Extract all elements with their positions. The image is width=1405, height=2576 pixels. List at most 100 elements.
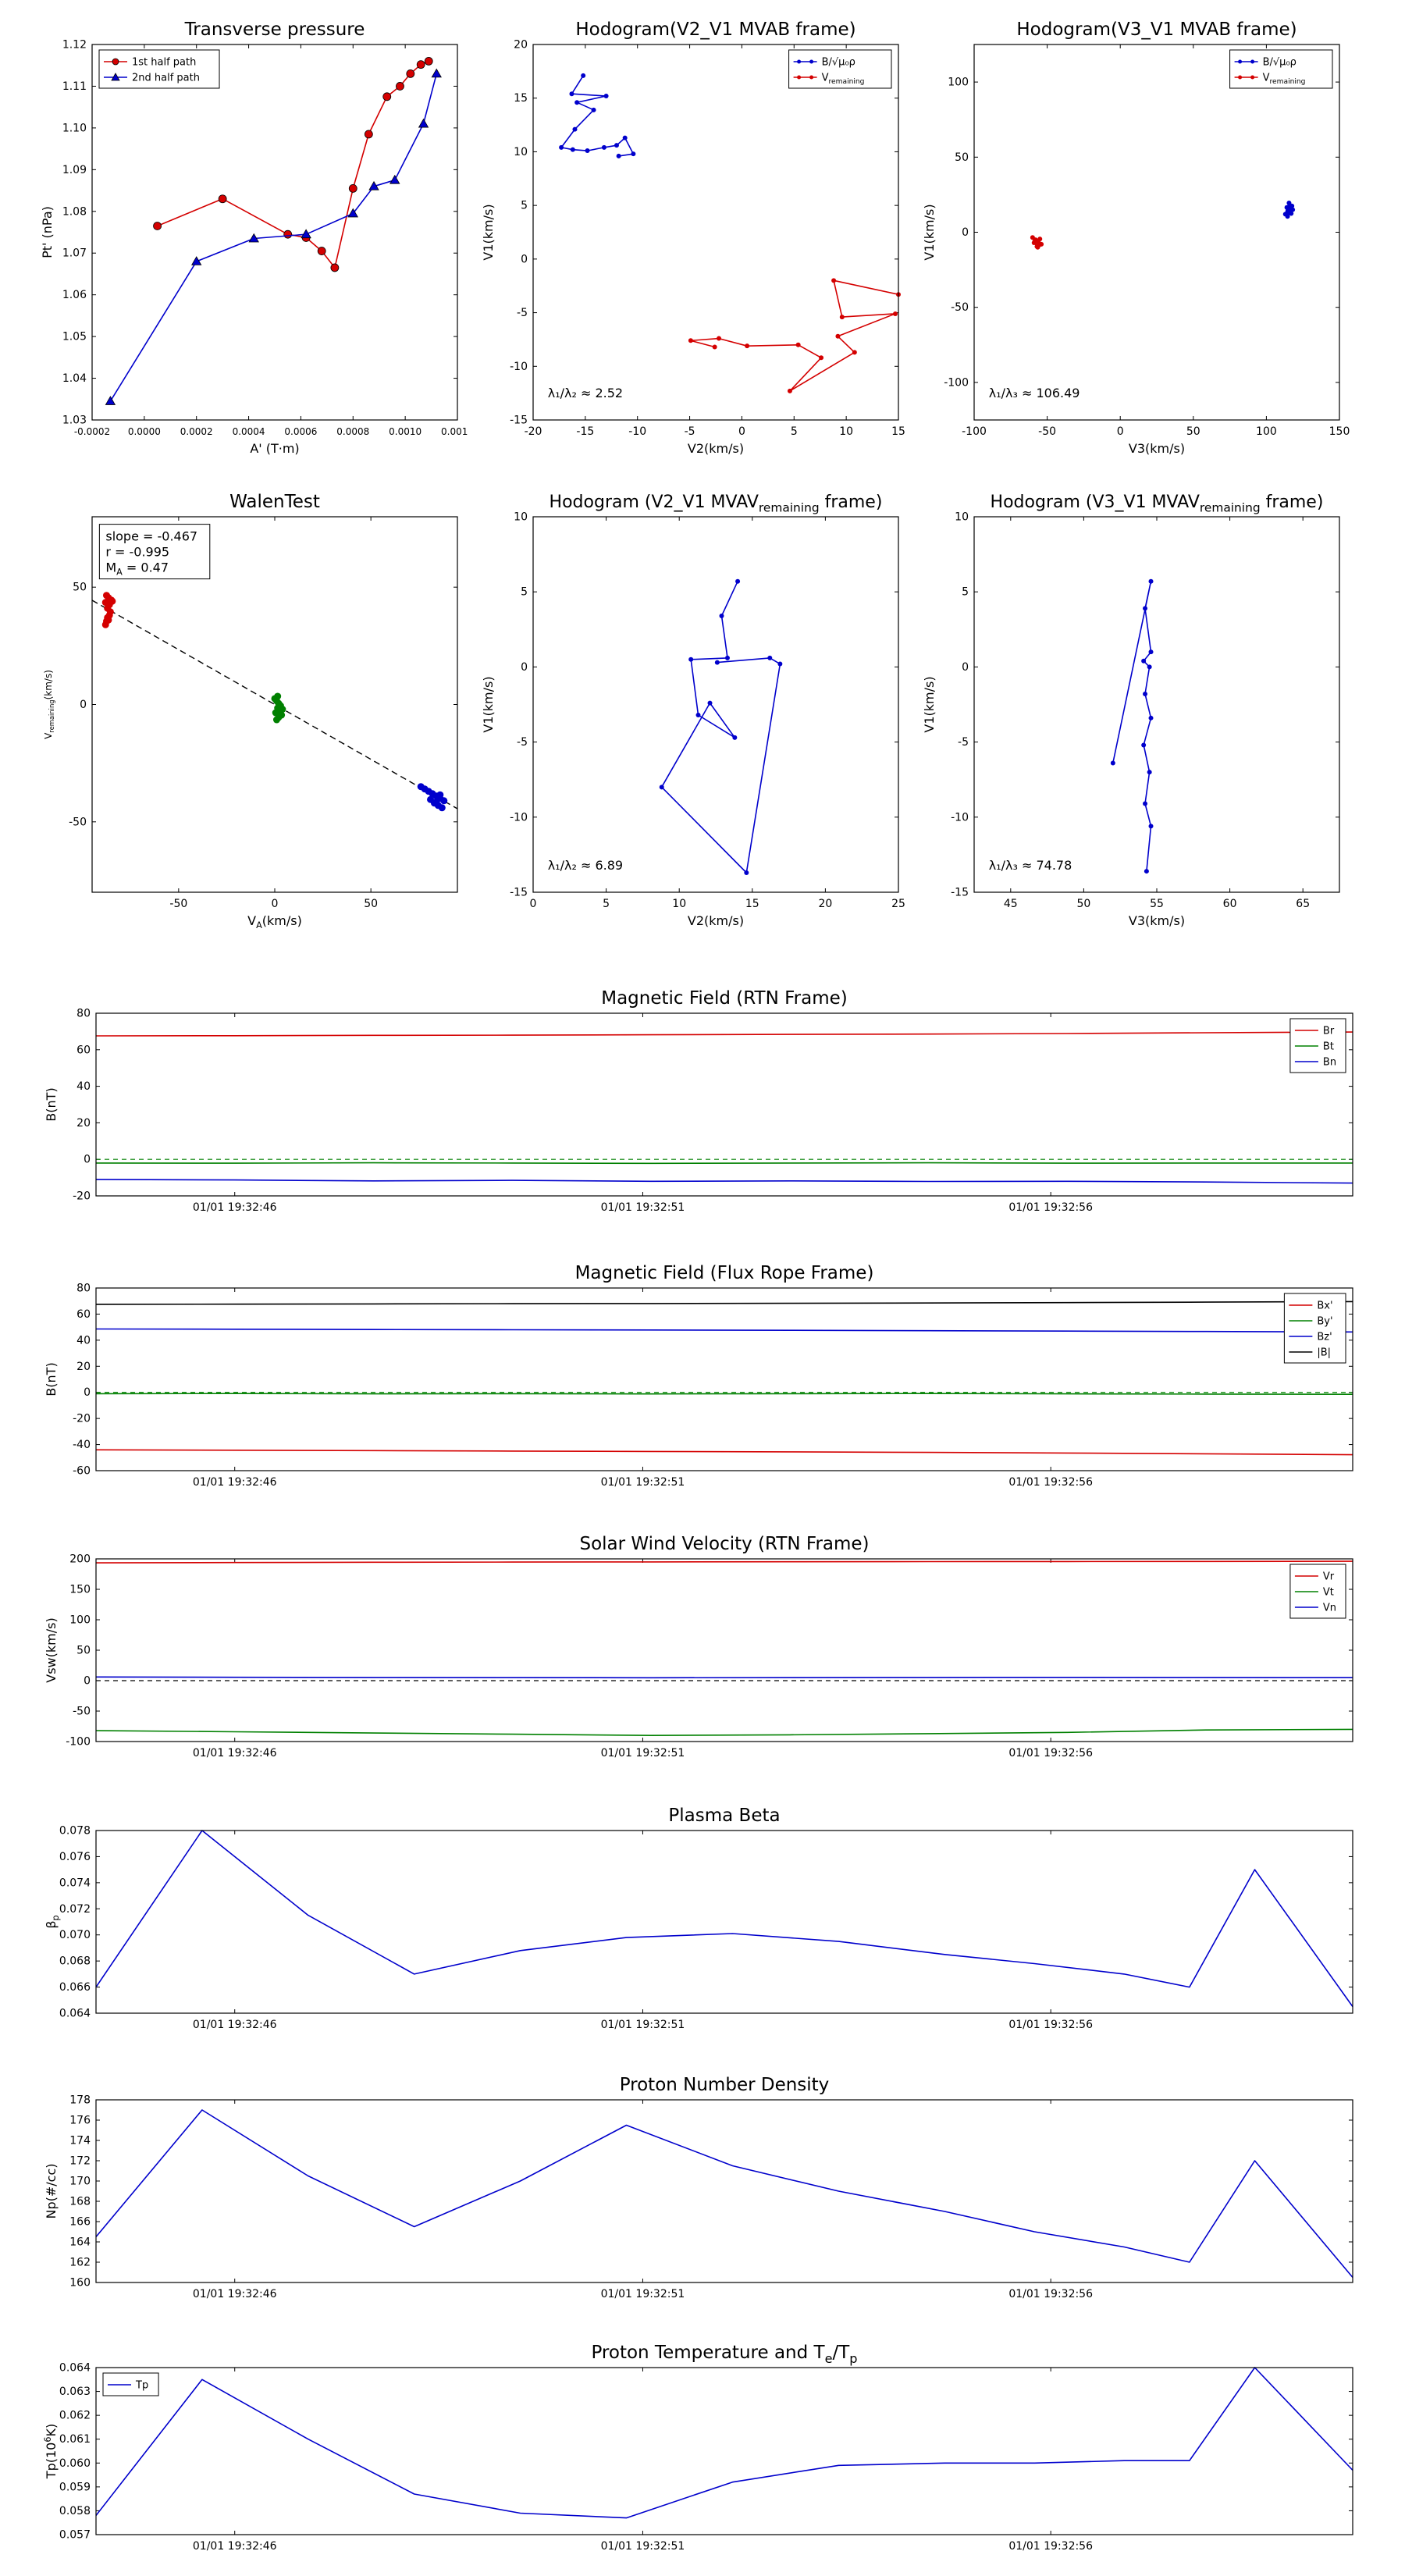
- y-tick-label: 0.068: [59, 1955, 91, 1968]
- series-v-remaining-path: [1110, 578, 1154, 874]
- legend-label: Bx': [1317, 1300, 1332, 1312]
- mag-fluxrope-svg: 01/01 19:32:46 01/01 19:32:51 01/01 19:32:…: [44, 1263, 1353, 1489]
- y-axis-label: V1(km/s): [481, 676, 496, 732]
- y-tick-label: -20: [73, 1413, 91, 1425]
- x-axis-label: V2(km/s): [688, 913, 744, 928]
- series-bt: [95, 1162, 1353, 1165]
- series-vr: [95, 1560, 1353, 1564]
- y-tick-label: 5: [521, 200, 528, 212]
- x-axis-label: VA​(km/s): [247, 913, 302, 930]
- axes-frame: [532, 516, 899, 893]
- x-tick-label: -100: [962, 425, 987, 438]
- y-tick-label: -100: [944, 376, 969, 389]
- x-tick-label: 0.0002: [180, 426, 213, 437]
- y-tick-label: 60: [76, 1308, 91, 1321]
- legend-label: Vremaining​: [822, 73, 865, 86]
- chart-title: Proton Temperature and Te​/Tp​: [591, 2343, 857, 2366]
- x-tick-label: 01/01 19:32:51: [601, 2540, 685, 2553]
- series-tp: [95, 2367, 1353, 2519]
- x-tick-label: -5: [685, 425, 695, 438]
- chart-title: Hodogram(V2_V1 MVAB frame): [575, 20, 855, 40]
- legend: Tp: [102, 2372, 159, 2396]
- y-tick-label: 170: [69, 2176, 91, 2188]
- x-tick-label: 0.0006: [284, 426, 317, 437]
- x-tick-label: 5: [791, 425, 798, 438]
- legend-label: Br: [1323, 1026, 1335, 1037]
- y-tick-label: 168: [69, 2196, 91, 2208]
- y-tick-label: 1.12: [62, 39, 87, 52]
- y-tick-label: 15: [514, 92, 528, 105]
- legend-label: Bn: [1323, 1057, 1336, 1069]
- y-tick-label: 10: [514, 511, 528, 524]
- legend-label: Vn: [1323, 1603, 1336, 1614]
- x-tick-label: 0: [738, 425, 745, 438]
- proton-density-svg: 01/01 19:32:46 01/01 19:32:51 01/01 19:32:…: [44, 2075, 1353, 2300]
- x-tick-label: -15: [576, 425, 594, 438]
- series-vn: [95, 1676, 1353, 1679]
- axes-frame: [95, 1012, 1353, 1197]
- axes-frame: [95, 2367, 1353, 2535]
- y-axis-label: V1(km/s): [481, 204, 496, 260]
- x-tick-label: 100: [1256, 425, 1277, 438]
- x-axis-label: V3(km/s): [1129, 441, 1185, 456]
- series-cluster-middle: [271, 692, 286, 724]
- chart-proton-density: 01/01 19:32:46 01/01 19:32:51 01/01 19:32:…: [35, 2070, 1364, 2320]
- y-tick-label: 176: [69, 2115, 91, 2127]
- x-tick-label: 01/01 19:32:46: [193, 2019, 277, 2031]
- legend-label: 2nd half path: [132, 73, 200, 84]
- legend: Vr Vt Vn: [1289, 1564, 1346, 1619]
- x-tick-label: 25: [891, 898, 905, 910]
- chart-proton-temperature: 01/01 19:32:46 01/01 19:32:51 01/01 19:32:…: [35, 2338, 1364, 2572]
- y-tick-label: 5: [521, 586, 528, 599]
- x-tick-label: 50: [364, 898, 378, 910]
- legend-label: 1st half path: [132, 57, 196, 69]
- x-tick-label: 01/01 19:32:56: [1008, 2019, 1093, 2031]
- y-tick-label: -20: [73, 1190, 91, 1203]
- plot-background: [96, 1831, 1353, 2013]
- stats-box: [98, 524, 211, 580]
- x-tick-label: 0.0008: [336, 426, 369, 437]
- x-tick-label: 01/01 19:32:51: [601, 1747, 685, 1759]
- y-tick-label: 0.070: [59, 1929, 91, 1941]
- hodogram-v2v1-mvav-svg: 0 5 10 15 20 25 -15 -10 -5 0 5 10 Hodogram (V2_V1 MV…: [481, 493, 905, 928]
- legend: B/√μ₀ρ Vremaining​: [788, 49, 892, 89]
- x-axis-label: V2(km/s): [688, 441, 744, 456]
- y-axis-label: B(nT): [44, 1362, 59, 1396]
- y-tick-label: 50: [73, 582, 87, 594]
- x-tick-label: 01/01 19:32:56: [1008, 1476, 1093, 1489]
- hodogram-v3v1-mvab-svg: -100 -50 0 50 100 150 -100 -50 0 50 100 Hodogram(V3…: [922, 20, 1350, 456]
- series-v-remaining: [1030, 235, 1044, 250]
- plot-background: [974, 44, 1339, 420]
- series-bn: [95, 1179, 1353, 1184]
- y-tick-label: 174: [69, 2135, 91, 2147]
- x-tick-label: 50: [1076, 898, 1090, 910]
- chart-title: Transverse pressure: [184, 20, 365, 40]
- y-tick-label: 0.076: [59, 1851, 91, 1863]
- y-tick-label: 1.07: [62, 247, 87, 260]
- chart-hodogram-v2v1-mvab: -20 -15 -10 -5 0 5 10 15 -15 -10 -5 0 5 10 15 20 Hodogra…: [472, 12, 909, 468]
- x-tick-label: 01/01 19:32:51: [601, 1201, 685, 1214]
- y-tick-label: 0: [521, 253, 528, 265]
- y-tick-label: 0.061: [59, 2433, 91, 2446]
- series-by-prime: [95, 1393, 1353, 1395]
- plot-background: [96, 2100, 1353, 2282]
- chart-title: WalenTest: [229, 492, 320, 512]
- axes-frame: [91, 44, 458, 421]
- mag-rtn-svg: 01/01 19:32:46 01/01 19:32:51 01/01 19:32:…: [44, 988, 1353, 1214]
- y-tick-label: 1.09: [62, 164, 87, 176]
- axes-frame: [532, 44, 899, 421]
- legend-label: Bz': [1317, 1332, 1332, 1343]
- x-tick-label: 01/01 19:32:51: [601, 2019, 685, 2031]
- chart-title: Magnetic Field (RTN Frame): [601, 988, 848, 1009]
- x-tick-label: -20: [525, 425, 542, 438]
- y-axis-label: V1(km/s): [922, 204, 937, 260]
- x-tick-label: 55: [1150, 898, 1164, 910]
- series-v-remaining-path: [659, 578, 783, 875]
- plot-background: [533, 44, 898, 420]
- transverse-pressure-svg: -0.0002 0.0000 0.0002 0.0004 0.0006 0.0008 0.0…: [40, 20, 474, 456]
- axes-frame: [95, 1830, 1353, 2014]
- y-tick-label: -10: [510, 811, 528, 824]
- y-axis-label: Pt' (nPa): [40, 206, 55, 258]
- x-tick-label: 10: [839, 425, 853, 438]
